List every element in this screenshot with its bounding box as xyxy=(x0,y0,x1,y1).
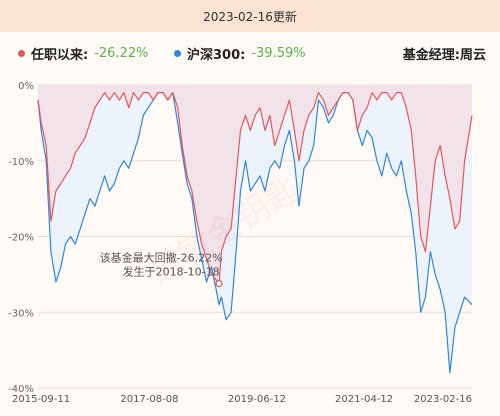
legend-fund-value: -26.22% xyxy=(94,46,149,61)
max-drawdown-marker[interactable] xyxy=(215,280,223,288)
x-tick-label: 2015-09-11 xyxy=(12,394,70,405)
legend: 任职以来: -26.22% 沪深300: -39.59% 基金经理:周云 xyxy=(0,44,500,68)
annotation-line-1: 该基金最大回撤-26.22% xyxy=(100,251,223,265)
y-tick-label: -40% xyxy=(8,384,34,395)
series-line-1[interactable] xyxy=(37,92,473,374)
legend-fund-label: 任职以来: xyxy=(31,48,89,63)
chart-area: 慧敏金钥匙 0% -10% -20% -30% -40% 2015-09-11 2017-… xyxy=(0,70,500,412)
x-tick-label: 2021-04-12 xyxy=(335,394,393,405)
update-date-bar: 2023-02-16更新 xyxy=(0,0,500,32)
x-tick-label: 2023-02-16 xyxy=(414,394,472,405)
series-lines xyxy=(37,92,473,374)
index-dot-icon xyxy=(174,50,181,57)
y-axis-ticks: 0% -10% -20% -30% -40% xyxy=(8,81,34,395)
y-tick-label: -10% xyxy=(8,157,34,168)
annotation-line-2: 发生于2018-10-18 xyxy=(123,265,220,279)
fund-dot-icon xyxy=(18,50,25,57)
legend-item-fund[interactable]: 任职以来: -26.22% xyxy=(18,44,148,63)
drawdown-chart: 慧敏金钥匙 0%-10%-20%-30%-40% 2015-09-11 2017-… xyxy=(8,81,473,405)
y-tick-label: -20% xyxy=(8,233,34,244)
x-tick-label: 2019-06-12 xyxy=(228,394,286,405)
y-tick-label: -30% xyxy=(8,308,34,319)
legend-item-index[interactable]: 沪深300: -39.59% xyxy=(174,44,306,63)
fund-manager-label: 基金经理:周云 xyxy=(402,48,486,63)
x-axis-ticks: 2015-09-11 2017-08-08 2019-06-12 2021-04-12… xyxy=(12,394,472,405)
legend-index-value: -39.59% xyxy=(251,46,306,61)
y-tick-label: 0% xyxy=(18,81,34,92)
series-area-0 xyxy=(38,85,472,284)
series-line-0[interactable] xyxy=(37,92,473,285)
x-tick-label: 2017-08-08 xyxy=(120,394,178,405)
max-drawdown-annotation: 该基金最大回撤-26.22% 发生于2018-10-18 xyxy=(100,251,223,288)
series-areas xyxy=(38,85,472,373)
update-date-text: 2023-02-16更新 xyxy=(203,9,297,24)
legend-index-label: 沪深300: xyxy=(187,48,246,63)
